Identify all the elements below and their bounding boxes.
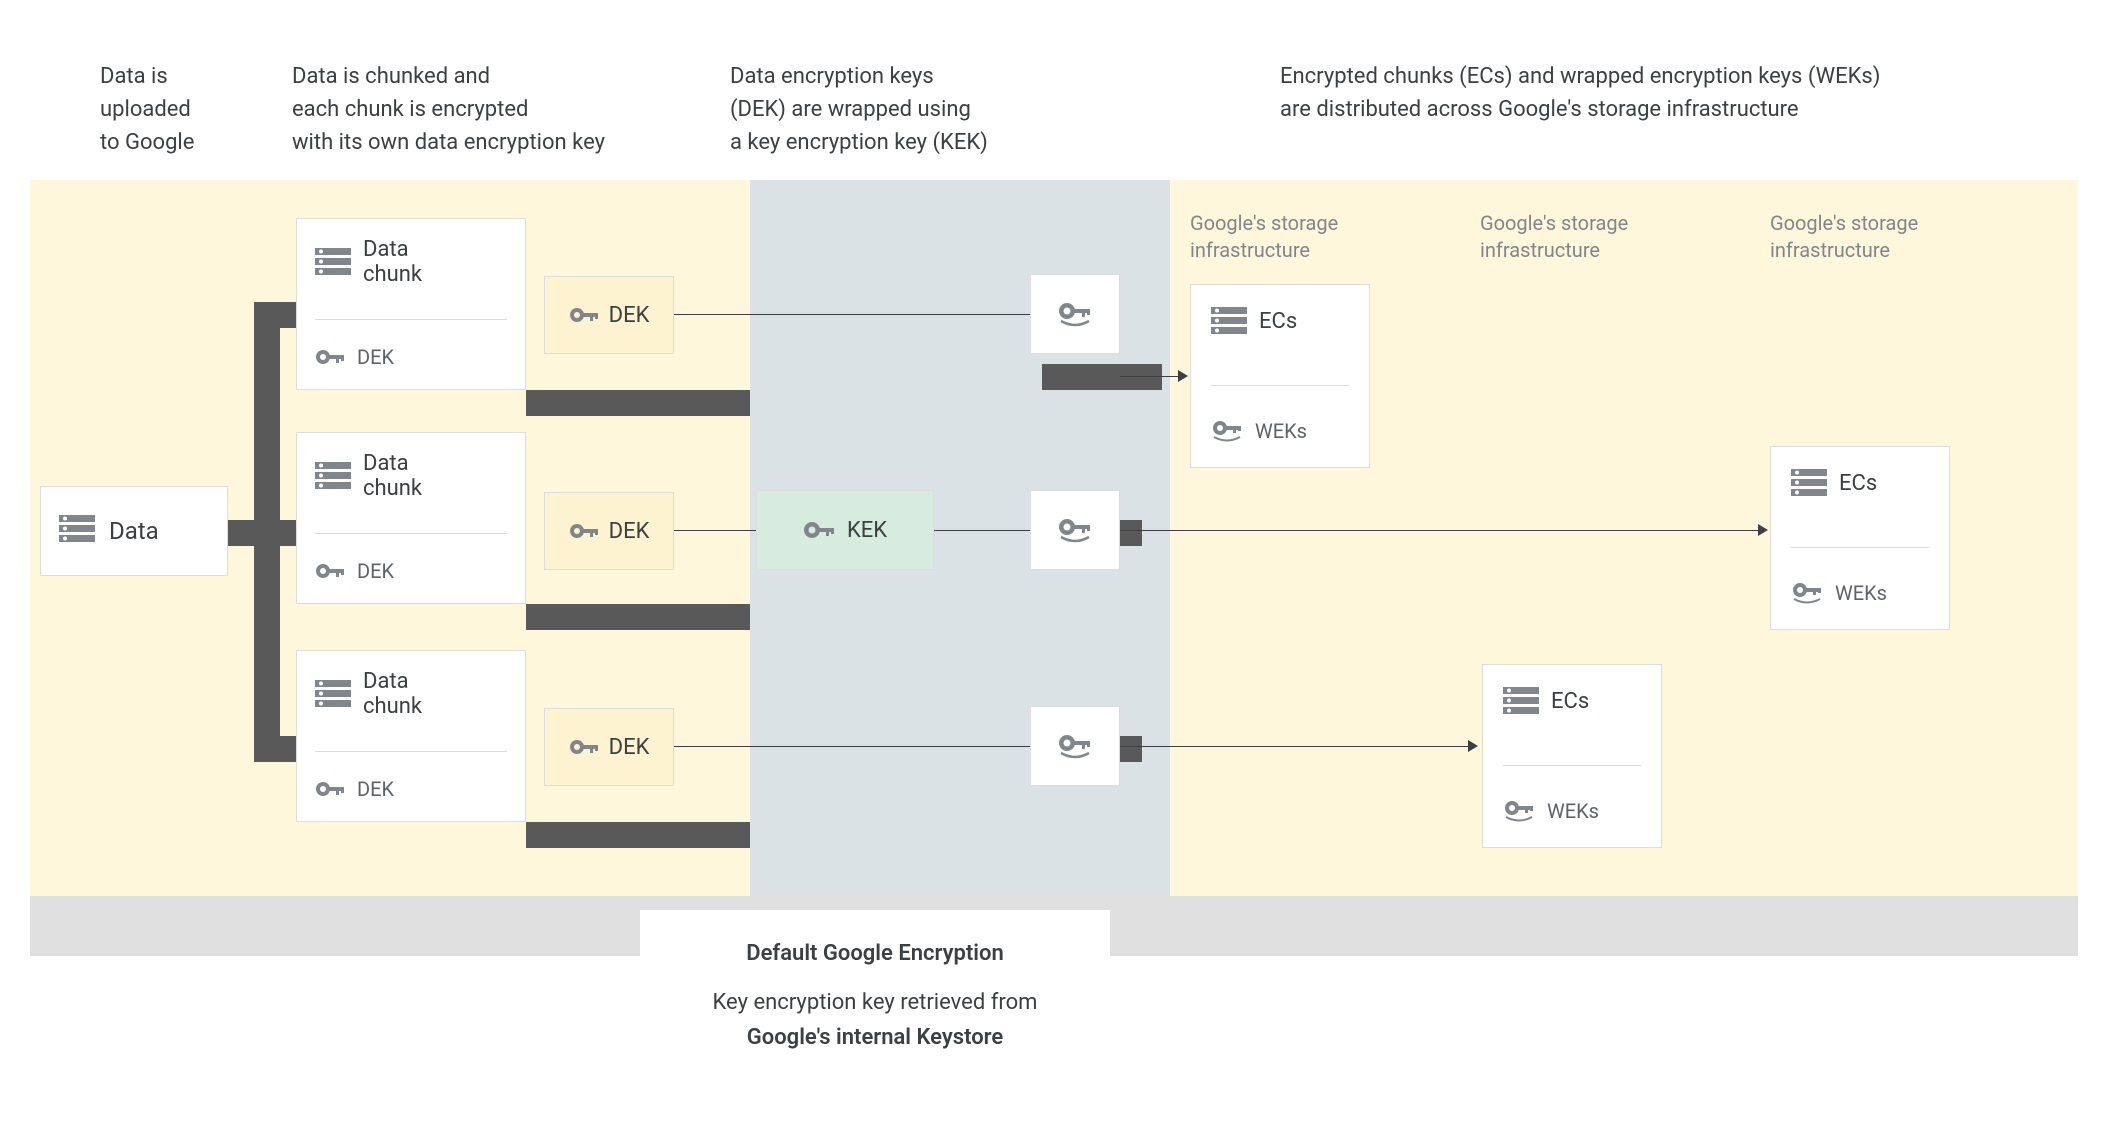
connector-to-chunk-2 (254, 520, 302, 546)
chunk-label: Data chunk (363, 451, 422, 501)
wrapped-key-icon (1057, 301, 1093, 327)
arrow-line-1 (1120, 376, 1180, 377)
connector-chunk-dek-3 (526, 822, 750, 848)
footer-title: Default Google Encryption (670, 936, 1080, 971)
connector-to-chunk-1 (254, 302, 302, 328)
connector-chunk-dek-2 (526, 604, 750, 630)
divider (1791, 547, 1929, 548)
ecs-label: ECs (1839, 471, 1877, 496)
header-2: Data is chunked and each chunk is encryp… (292, 60, 672, 159)
dek-label: DEK (609, 519, 650, 544)
key-icon (315, 348, 345, 366)
storage-label-1: Google's storage infrastructure (1190, 210, 1338, 264)
connector-chunk-dek-1 (526, 390, 750, 416)
data-chunk-2: Data chunk DEK (296, 432, 526, 604)
divider (315, 533, 507, 534)
divider (315, 751, 507, 752)
arrow-head-3 (1468, 740, 1478, 752)
wrapped-key-box-1 (1030, 274, 1120, 354)
wrapped-key-icon (1503, 799, 1535, 823)
wrapped-key-icon (1211, 419, 1243, 443)
ecs-label: ECs (1259, 309, 1297, 334)
data-label: Data (109, 517, 159, 545)
weks-label: WEKs (1835, 581, 1887, 605)
dek-sublabel: DEK (357, 345, 394, 369)
storage-box-2: ECs WEKs (1770, 446, 1950, 630)
key-icon (569, 738, 599, 756)
kek-label: KEK (847, 518, 887, 543)
connector-wrap-store-1 (1042, 364, 1162, 390)
key-icon (803, 520, 835, 540)
key-icon (569, 306, 599, 324)
divider (315, 319, 507, 320)
header-1: Data is uploaded to Google (100, 60, 280, 159)
storage-box-1: ECs WEKs (1190, 284, 1370, 468)
data-chunk-1: Data chunk DEK (296, 218, 526, 390)
ecs-label: ECs (1551, 689, 1589, 714)
footer-line-1: Key encryption key retrieved from (670, 985, 1080, 1020)
header-4: Encrypted chunks (ECs) and wrapped encry… (1280, 60, 2040, 126)
line-dek-wrap-1 (674, 314, 1034, 315)
weks-label: WEKs (1547, 799, 1599, 823)
wrapped-key-icon (1057, 733, 1093, 759)
dek-label: DEK (609, 735, 650, 760)
divider (1503, 765, 1641, 766)
arrow-line-3 (1120, 746, 1470, 747)
footer-line-2: Google's internal Keystore (670, 1020, 1080, 1055)
wrapped-key-icon (1057, 517, 1093, 543)
dek-box-3: DEK (544, 708, 674, 786)
dek-box-1: DEK (544, 276, 674, 354)
kek-box: KEK (756, 490, 934, 570)
dek-label: DEK (609, 303, 650, 328)
server-icon (1503, 687, 1539, 715)
encryption-diagram: Data is uploaded to Google Data is chunk… (0, 0, 2108, 1140)
server-icon (315, 680, 351, 708)
arrow-head-1 (1178, 370, 1188, 382)
wrapped-key-icon (1791, 581, 1823, 605)
dek-sublabel: DEK (357, 559, 394, 583)
weks-label: WEKs (1255, 419, 1307, 443)
server-icon (315, 248, 351, 276)
chunk-label: Data chunk (363, 669, 422, 719)
server-icon (59, 515, 95, 547)
footer-card: Default Google Encryption Key encryption… (640, 910, 1110, 1090)
diagram-canvas: Data Data chunk DEK Data chunk DEK (30, 180, 2078, 896)
connector-to-chunk-3 (254, 736, 302, 762)
storage-box-3: ECs WEKs (1482, 664, 1662, 848)
server-icon (315, 462, 351, 490)
dek-sublabel: DEK (357, 777, 394, 801)
storage-label-3: Google's storage infrastructure (1770, 210, 1918, 264)
wrapped-key-box-2 (1030, 490, 1120, 570)
server-icon (1791, 469, 1827, 497)
header-3: Data encryption keys (DEK) are wrapped u… (730, 60, 1110, 159)
dek-box-2: DEK (544, 492, 674, 570)
line-dek-wrap-3 (674, 746, 1034, 747)
wrapped-key-box-3 (1030, 706, 1120, 786)
server-icon (1211, 307, 1247, 335)
chunk-label: Data chunk (363, 237, 422, 287)
data-box: Data (40, 486, 228, 576)
storage-label-2: Google's storage infrastructure (1480, 210, 1628, 264)
key-icon (315, 562, 345, 580)
arrow-line-2 (1120, 530, 1760, 531)
data-chunk-3: Data chunk DEK (296, 650, 526, 822)
key-icon (315, 780, 345, 798)
arrow-head-2 (1758, 524, 1768, 536)
divider (1211, 385, 1349, 386)
key-icon (569, 522, 599, 540)
